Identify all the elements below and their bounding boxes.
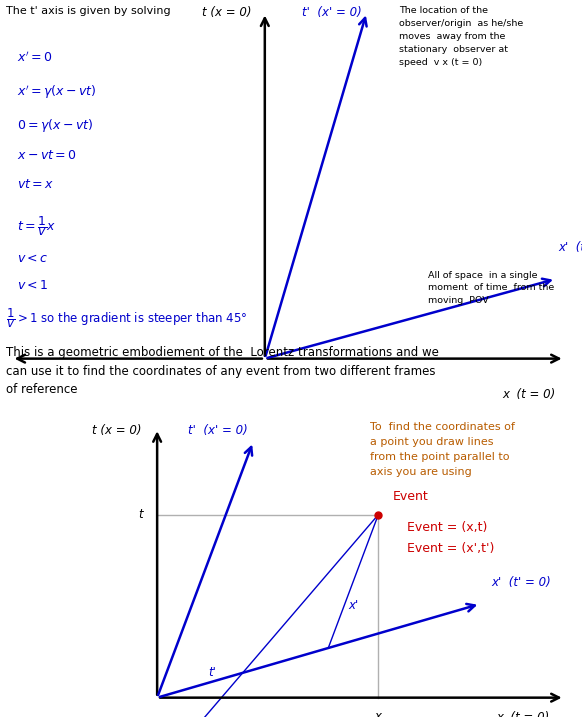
Text: $vt = x$: $vt = x$ xyxy=(17,179,55,191)
Text: All of space  in a single
moment  of time  from the
moving  POV: All of space in a single moment of time … xyxy=(428,270,554,305)
Text: t (x = 0): t (x = 0) xyxy=(202,6,252,19)
Text: t'  (x' = 0): t' (x' = 0) xyxy=(189,424,248,437)
Text: This is a geometric embodiement of the  Lorentz transformations and we
can use i: This is a geometric embodiement of the L… xyxy=(6,346,439,396)
Text: Event = (x,t)
Event = (x',t'): Event = (x,t) Event = (x',t') xyxy=(407,521,495,555)
Text: $v < c$: $v < c$ xyxy=(17,252,49,265)
Text: t (x = 0): t (x = 0) xyxy=(91,424,141,437)
Text: $x' = \gamma(x - vt)$: $x' = \gamma(x - vt)$ xyxy=(17,84,97,101)
Text: t: t xyxy=(138,508,143,521)
Text: $\dfrac{1}{v} > 1$ so the gradient is steeper than 45°: $\dfrac{1}{v} > 1$ so the gradient is st… xyxy=(6,306,247,330)
Text: t'  (x' = 0): t' (x' = 0) xyxy=(302,6,361,19)
Text: x'  (t' = 0): x' (t' = 0) xyxy=(559,241,582,254)
Text: Event: Event xyxy=(393,490,428,503)
Text: x': x' xyxy=(348,599,359,612)
Text: $x' = 0$: $x' = 0$ xyxy=(17,50,53,65)
Text: $t = \dfrac{1}{v}x$: $t = \dfrac{1}{v}x$ xyxy=(17,214,56,238)
Text: The location of the
observer/origin  as he/she
moves  away from the
stationary  : The location of the observer/origin as h… xyxy=(399,6,523,67)
Text: The t' axis is given by solving: The t' axis is given by solving xyxy=(6,6,171,16)
Text: $v < 1$: $v < 1$ xyxy=(17,279,49,292)
Text: To  find the coordinates of
a point you draw lines
from the point parallel to
ax: To find the coordinates of a point you d… xyxy=(370,422,514,477)
Text: $0 = \gamma(x - vt)$: $0 = \gamma(x - vt)$ xyxy=(17,118,94,135)
Text: x  (t = 0): x (t = 0) xyxy=(497,711,550,717)
Text: x: x xyxy=(375,710,382,717)
Text: x'  (t' = 0): x' (t' = 0) xyxy=(492,576,552,589)
Text: $x - vt = 0$: $x - vt = 0$ xyxy=(17,149,77,162)
Text: t': t' xyxy=(208,666,217,679)
Text: x  (t = 0): x (t = 0) xyxy=(503,388,556,401)
